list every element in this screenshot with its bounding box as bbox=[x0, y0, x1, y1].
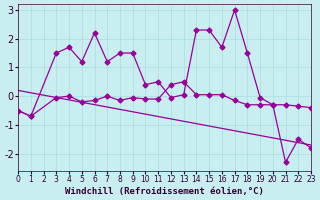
X-axis label: Windchill (Refroidissement éolien,°C): Windchill (Refroidissement éolien,°C) bbox=[65, 187, 264, 196]
